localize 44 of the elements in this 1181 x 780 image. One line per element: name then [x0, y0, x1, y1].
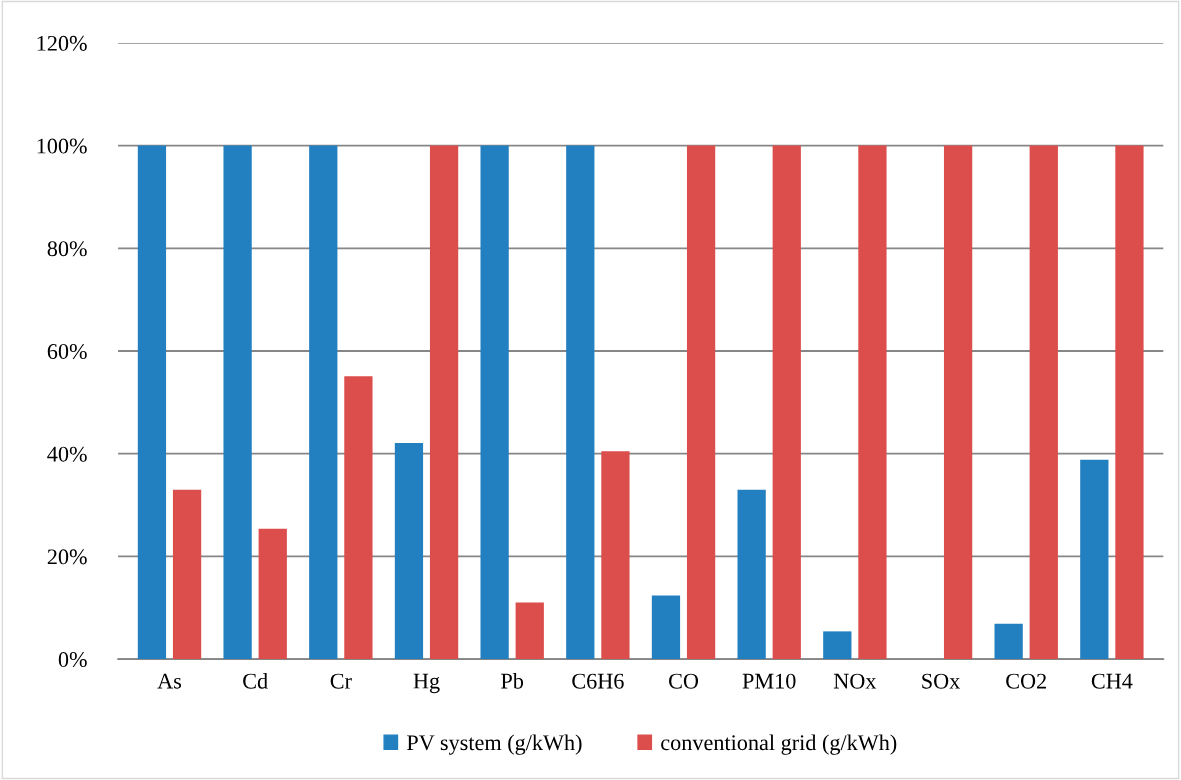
- bar: [772, 145, 801, 660]
- bar: [394, 442, 424, 660]
- bar: [137, 145, 167, 660]
- bar: [823, 631, 852, 660]
- x-tick-label: CH4: [1091, 673, 1133, 689]
- bar: [1029, 145, 1058, 660]
- legend-label: conventional grid (g/kWh): [661, 734, 897, 755]
- y-tick-label: 120%: [37, 35, 87, 51]
- bar: [566, 145, 595, 660]
- bar: [223, 145, 252, 660]
- bar: [309, 145, 338, 660]
- bar: [686, 145, 716, 660]
- x-tick-label: CO: [669, 673, 699, 689]
- x-tick-label: NOx: [833, 673, 877, 689]
- bar: [480, 145, 509, 660]
- bar: [858, 145, 887, 660]
- y-tick-label: 100%: [37, 138, 87, 154]
- x-tick-label: Cr: [330, 673, 352, 689]
- x-tick-label: CO2: [1006, 673, 1046, 689]
- bar: [1080, 459, 1109, 660]
- x-tick-label: SOx: [922, 673, 961, 689]
- y-tick-label: 20%: [47, 549, 87, 565]
- x-tick-label: Hg: [413, 673, 440, 694]
- legend-label: PV system (g/kWh): [407, 734, 582, 755]
- bar: [515, 602, 544, 660]
- bar: [737, 489, 766, 660]
- y-tick-label: 60%: [47, 343, 87, 359]
- x-tick-label: Pb: [501, 672, 524, 689]
- x-tick-label: PM10: [742, 673, 796, 689]
- x-tick-label: Cd: [243, 672, 268, 689]
- y-tick-label: 80%: [47, 241, 87, 257]
- x-tick-label: C6H6: [572, 673, 624, 689]
- bar: [651, 595, 681, 660]
- x-tick-label: As: [157, 673, 182, 689]
- bar: [943, 145, 973, 660]
- y-tick-label: 0%: [58, 652, 87, 668]
- bar: [172, 489, 202, 660]
- bar: [994, 623, 1023, 660]
- bar: [1115, 145, 1144, 660]
- y-tick-label: 40%: [47, 446, 87, 462]
- bar: [258, 528, 287, 660]
- bar: [429, 145, 459, 660]
- bar: [344, 376, 373, 660]
- bar: [601, 451, 630, 660]
